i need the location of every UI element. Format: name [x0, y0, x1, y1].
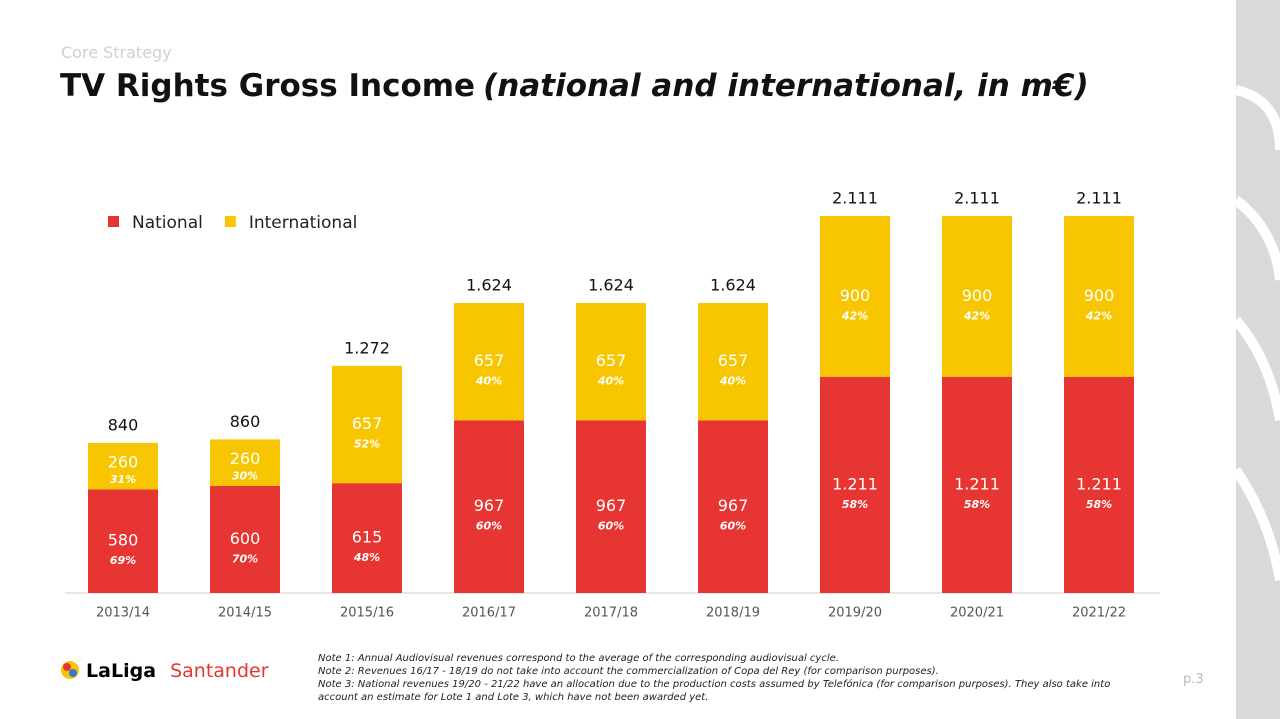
total-label: 1.624: [588, 275, 634, 294]
share-label: 69%: [110, 554, 136, 567]
total-label: 1.272: [344, 338, 390, 357]
total-label: 840: [108, 415, 139, 434]
bar-segment: [942, 376, 1012, 593]
note: Note 1: Annual Audiovisual revenues corr…: [318, 653, 839, 664]
share-label: 70%: [232, 552, 258, 565]
share-label: 31%: [110, 473, 136, 486]
x-tick-label: 2019/20: [828, 606, 882, 621]
bar-segment: [210, 439, 280, 486]
share-label: 42%: [1085, 309, 1112, 322]
value-label: 657: [596, 351, 627, 370]
share-label: 30%: [232, 470, 258, 483]
notes: Note 1: Annual Audiovisual revenues corr…: [318, 652, 1138, 704]
share-label: 40%: [475, 375, 502, 388]
share-label: 42%: [963, 309, 990, 322]
total-label: 1.624: [466, 275, 512, 294]
share-label: 58%: [964, 498, 990, 511]
value-label: 967: [596, 496, 627, 515]
share-label: 60%: [476, 520, 502, 533]
title-main: TV Rights Gross Income: [60, 68, 476, 104]
legend-swatch: [108, 216, 119, 227]
value-label: 967: [718, 496, 749, 515]
bar-segment: [332, 483, 402, 593]
legend-swatch: [224, 216, 236, 227]
share-label: 48%: [353, 551, 380, 564]
value-label: 967: [474, 496, 505, 515]
bar-segment: [88, 442, 158, 490]
share-label: 52%: [354, 438, 380, 451]
share-label: 40%: [597, 375, 624, 388]
total-label: 1.624: [710, 275, 756, 294]
x-tick-label: 2020/21: [950, 606, 1004, 621]
brand: LaLiga: [86, 660, 157, 682]
value-label: 260: [230, 449, 261, 468]
x-tick-label: 2018/19: [706, 606, 760, 621]
bar-segment: [576, 302, 646, 421]
bar-segment: [454, 302, 524, 421]
value-label: 600: [230, 529, 261, 548]
value-label: 1.211: [1076, 474, 1122, 493]
bar-segment: [454, 420, 524, 593]
legend-label: National: [132, 213, 203, 233]
bar-segment: [1064, 216, 1134, 377]
logo-icon: [61, 661, 79, 679]
x-tick-label: 2021/22: [1072, 606, 1126, 621]
share-label: 60%: [598, 520, 624, 533]
title-italic: (national and international, in m€): [483, 68, 1089, 104]
legend-label: International: [249, 213, 358, 233]
bar-segment: [698, 420, 768, 593]
x-tick-label: 2015/16: [340, 606, 394, 621]
value-label: 900: [840, 286, 871, 305]
value-label: 1.211: [832, 474, 878, 493]
value-label: 900: [1084, 286, 1115, 305]
share-label: 40%: [719, 375, 746, 388]
x-tick-label: 2013/14: [96, 606, 150, 621]
logo: LaLiga Santander: [60, 660, 269, 682]
note: Note 3: National revenues 19/20 - 21/22 …: [318, 679, 1111, 703]
bar-segment: [820, 376, 890, 593]
decoration: [1231, 0, 1280, 719]
bar-segment: [942, 216, 1012, 377]
bar-segment: [210, 485, 280, 593]
x-tick-label: 2017/18: [584, 606, 638, 621]
bar-segment: [698, 302, 768, 421]
note: Note 2: Revenues 16/17 - 18/19 do not ta…: [318, 666, 939, 677]
sponsor: Santander: [170, 660, 269, 682]
total-label: 2.111: [832, 189, 878, 208]
bar-segment: [576, 420, 646, 593]
title: TV Rights Gross Income (national and inte…: [60, 68, 1089, 104]
share-label: 60%: [720, 520, 746, 533]
value-label: 657: [718, 351, 749, 370]
x-tick-label: 2014/15: [218, 606, 272, 621]
section-label: Core Strategy: [61, 43, 172, 62]
value-label: 657: [352, 414, 383, 433]
value-label: 900: [962, 286, 993, 305]
x-tick-label: 2016/17: [462, 606, 516, 621]
bar-segment: [332, 365, 402, 484]
bar-segment: [820, 216, 890, 377]
value-label: 580: [108, 531, 139, 550]
page-number: p.3: [1183, 672, 1204, 687]
value-label: 615: [352, 528, 383, 547]
total-label: 2.111: [954, 189, 1000, 208]
share-label: 58%: [842, 498, 868, 511]
value-label: 1.211: [954, 474, 1000, 493]
bar-segment: [88, 489, 158, 593]
share-label: 58%: [1086, 498, 1112, 511]
total-label: 2.111: [1076, 189, 1122, 208]
total-label: 860: [230, 412, 261, 431]
value-label: 260: [108, 453, 139, 472]
value-label: 657: [474, 351, 505, 370]
share-label: 42%: [841, 309, 868, 322]
bar-segment: [1064, 376, 1134, 593]
